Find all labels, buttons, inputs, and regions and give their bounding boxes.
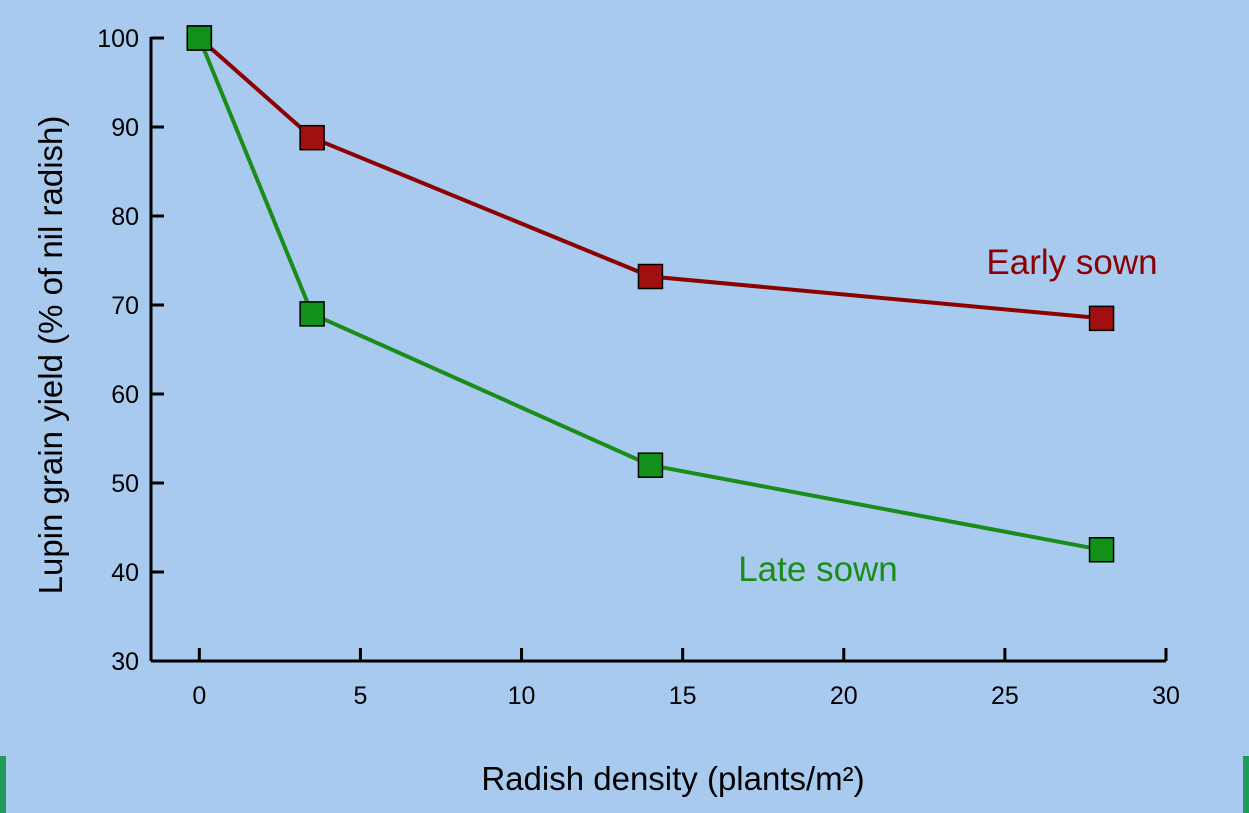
data-point-early-sown — [300, 126, 324, 150]
x-tick-label: 0 — [192, 682, 206, 710]
x-tick-label: 20 — [830, 682, 858, 710]
x-tick-label: 15 — [669, 682, 697, 710]
data-point-early-sown — [1090, 306, 1114, 330]
y-axis-title: Lupin grain yield (% of nil radish) — [32, 116, 69, 595]
x-tick-label: 30 — [1152, 682, 1180, 710]
series-label-late-sown: Late sown — [738, 550, 898, 589]
y-tick-label: 100 — [97, 25, 139, 53]
data-point-late-sown — [1090, 538, 1114, 562]
series-label-early-sown: Early sown — [986, 243, 1157, 282]
y-tick-label: 40 — [111, 559, 139, 587]
data-point-early-sown — [638, 265, 662, 289]
y-tick-label: 50 — [111, 470, 139, 498]
x-tick-label: 10 — [508, 682, 536, 710]
data-point-late-sown — [187, 26, 211, 50]
x-axis-title: Radish density (plants/m²) — [481, 760, 864, 797]
edge-accent-left — [0, 756, 6, 813]
data-point-late-sown — [638, 453, 662, 477]
y-tick-label: 70 — [111, 292, 139, 320]
x-tick-label: 5 — [353, 682, 367, 710]
y-tick-label: 30 — [111, 648, 139, 676]
y-tick-label: 80 — [111, 203, 139, 231]
x-tick-label: 25 — [991, 682, 1019, 710]
y-tick-label: 90 — [111, 114, 139, 142]
data-point-late-sown — [300, 302, 324, 326]
y-tick-label: 60 — [111, 381, 139, 409]
edge-accent-right — [1243, 756, 1249, 813]
